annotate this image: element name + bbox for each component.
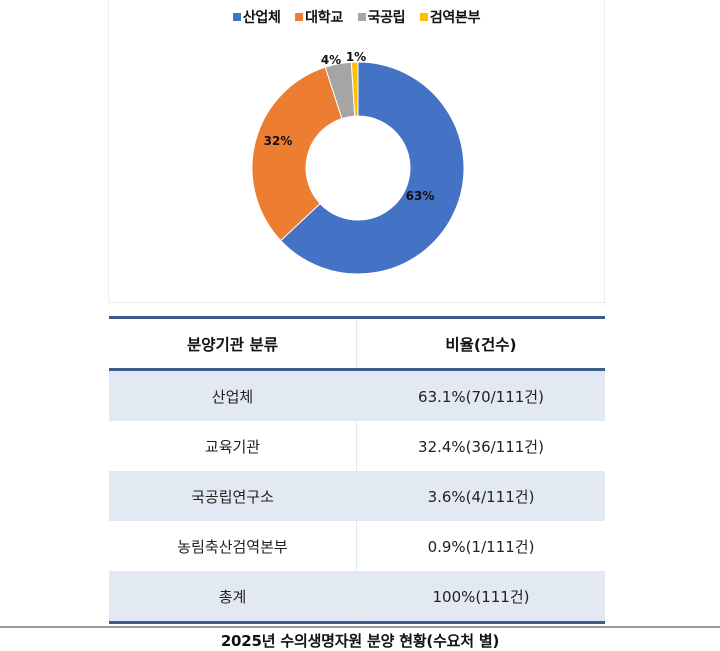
legend-swatch-icon [295, 13, 304, 21]
table-row: 국공립연구소 3.6%(4/111건) [109, 471, 605, 521]
distribution-table: 분양기관 분류 비율(건수) 산업체 63.1%(70/111건) 교육기관 3… [109, 316, 605, 624]
row-ratio: 63.1%(70/111건) [418, 387, 544, 406]
header-ratio: 비율(건수) [445, 335, 517, 354]
chart-area: 산업체 대학교 국공립 검역본부 63% 32% 4% 1% [108, 0, 605, 303]
row-category: 산업체 [109, 371, 357, 421]
chart-legend: 산업체 대학교 국공립 검역본부 [109, 7, 604, 27]
legend-swatch-icon [232, 13, 241, 21]
legend-swatch-icon [357, 13, 366, 21]
data-label: 1% [346, 50, 366, 64]
legend-item-national: 국공립 [357, 7, 406, 27]
row-ratio: 100%(111건) [432, 587, 530, 606]
row-category: 교육기관 [109, 421, 357, 471]
table-header-rule [109, 368, 605, 371]
table-row-total: 총계 100%(111건) [109, 571, 605, 621]
header-category: 분양기관 분류 [109, 319, 357, 368]
table-top-rule [109, 316, 605, 319]
table-bottom-rule [109, 621, 605, 624]
divider-line [0, 626, 720, 628]
row-category: 국공립연구소 [109, 471, 357, 521]
table-row: 농림축산검역본부 0.9%(1/111건) [109, 521, 605, 571]
donut-segment [350, 61, 359, 117]
data-label: 63% [406, 189, 435, 203]
table-row: 산업체 63.1%(70/111건) [109, 371, 605, 421]
legend-swatch-icon [419, 13, 428, 21]
data-label: 32% [264, 134, 293, 148]
table-row: 교육기관 32.4%(36/111건) [109, 421, 605, 471]
legend-item-industry: 산업체 [232, 7, 281, 27]
legend-item-quarantine: 검역본부 [419, 7, 480, 27]
table-header-row: 분양기관 분류 비율(건수) [109, 319, 605, 368]
figure-caption: 2025년 수의생명자원 분양 현황(수요처 별) [220, 632, 500, 650]
donut-chart: 63% 32% 4% 1% [251, 50, 465, 275]
donut-segment [251, 66, 343, 242]
row-ratio: 3.6%(4/111건) [427, 487, 535, 506]
row-category: 총계 [109, 571, 357, 621]
row-category: 농림축산검역본부 [109, 521, 357, 571]
donut-segment [280, 61, 465, 275]
legend-item-university: 대학교 [295, 7, 343, 27]
data-label: 4% [321, 53, 341, 67]
row-ratio: 0.9%(1/111건) [427, 537, 535, 556]
row-ratio: 32.4%(36/111건) [418, 437, 544, 456]
